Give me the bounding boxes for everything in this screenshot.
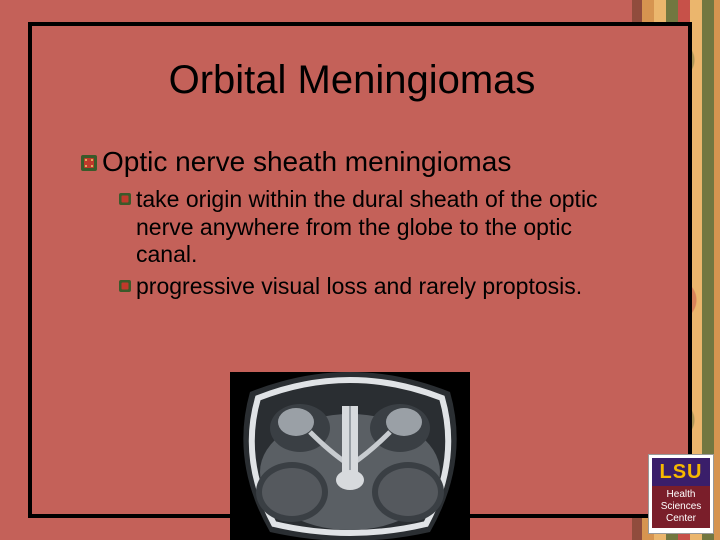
bullet-text: Optic nerve sheath meningiomas bbox=[102, 146, 511, 178]
logo-line1: Health bbox=[654, 489, 708, 501]
slide-body: Optic nerve sheath meningiomas take orig… bbox=[80, 146, 600, 305]
slide-frame: Orbital Meningiomas Optic nerve sheath m… bbox=[28, 22, 692, 518]
logo-line2: Sciences bbox=[654, 501, 708, 513]
bullet-icon bbox=[80, 154, 102, 172]
bullet-icon bbox=[118, 192, 136, 206]
logo-bottom-box: Health Sciences Center bbox=[652, 486, 710, 528]
bullet-icon bbox=[118, 279, 136, 293]
slide: Orbital Meningiomas Optic nerve sheath m… bbox=[0, 0, 720, 540]
slide-title: Orbital Meningiomas bbox=[92, 58, 612, 103]
bullet-level2: progressive visual loss and rarely propt… bbox=[118, 273, 600, 301]
logo-top-text: LSU bbox=[652, 458, 710, 486]
logo-line3: Center bbox=[654, 513, 708, 525]
bullet-text: take origin within the dural sheath of t… bbox=[136, 186, 600, 269]
bullet-level1: Optic nerve sheath meningiomas bbox=[80, 146, 600, 178]
bullet-text: progressive visual loss and rarely propt… bbox=[136, 273, 582, 301]
lsu-logo: LSU Health Sciences Center bbox=[648, 454, 714, 534]
bullet-level2: take origin within the dural sheath of t… bbox=[118, 186, 600, 269]
ct-scan-figure bbox=[230, 372, 470, 540]
